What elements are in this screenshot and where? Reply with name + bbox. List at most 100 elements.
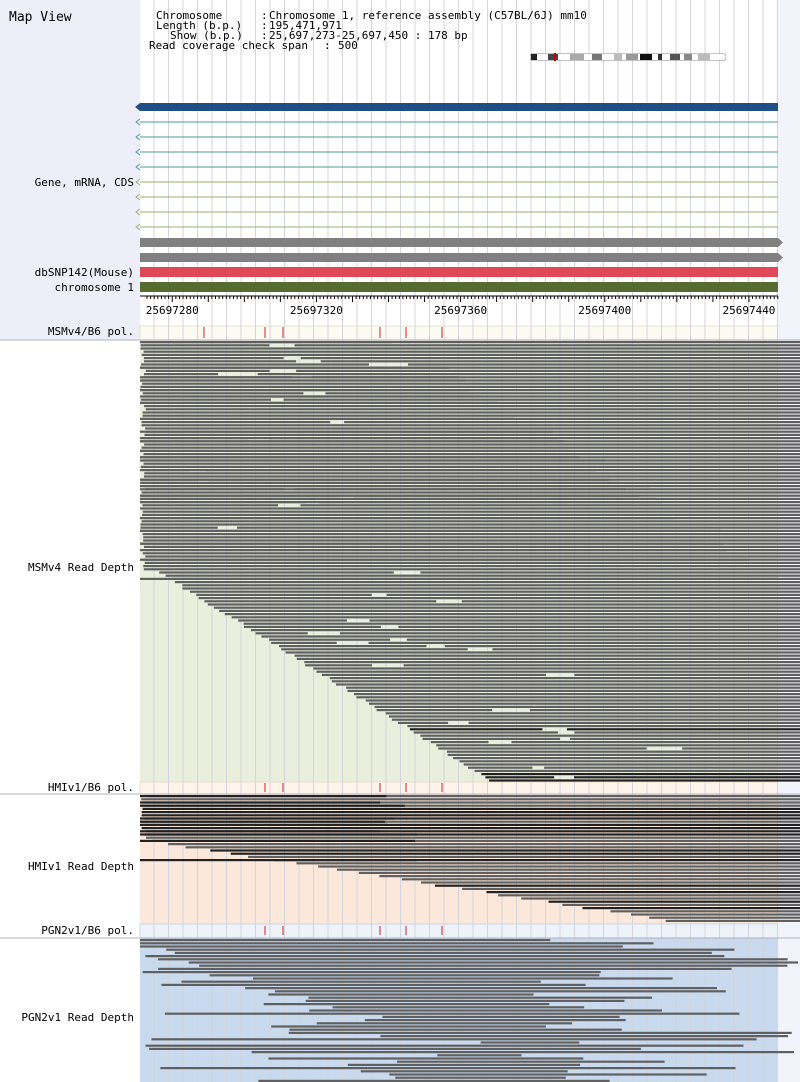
read-alignment [364,1019,626,1022]
read-alignment [141,820,800,823]
read-alignment [268,993,534,996]
read-alignment [142,392,304,395]
read-alignment [140,795,387,798]
read-alignment [344,421,800,424]
read-alignment [300,357,800,360]
read-alignment [474,769,800,772]
read-alignment [213,606,800,609]
length-value: 195,471,971 [269,19,342,32]
read-alignment [141,811,800,814]
read-alignment [329,677,800,680]
read-alignment [294,344,800,347]
read-alignment [281,648,468,651]
read-alignment [336,868,800,871]
read-alignment [231,616,800,619]
mrna-arrow-icon [135,118,141,126]
track-label-pgn-depth: PGN2v1 Read Depth [21,1011,134,1024]
read-alignment [274,990,726,993]
read-alignment [168,843,800,846]
read-alignment [140,945,623,948]
read-alignment [141,823,800,826]
read-alignment [140,395,481,398]
read-alignment [204,600,437,603]
read-alignment [142,341,800,344]
read-alignment [140,942,654,945]
read-alignment [140,344,270,347]
read-alignment [321,673,546,676]
read-alignment [141,363,369,366]
read-alignment [245,987,717,990]
read-alignment [243,625,381,628]
read-alignment [140,507,800,510]
read-alignment [360,1070,568,1073]
read-alignment [332,1006,585,1009]
read-alignment [261,635,800,638]
axis-tick-label: 25697280 [146,304,199,317]
read-alignment [140,449,569,452]
read-alignment [574,673,800,676]
show-label: Show (b.p.) [170,29,243,42]
read-alignment [353,693,800,696]
read-alignment [347,689,800,692]
read-alignment [144,405,800,408]
sidebar-top-panel [0,0,140,340]
read-alignment [143,565,800,568]
read-alignment [166,948,735,951]
read-alignment [143,475,800,478]
read-alignment [145,1044,744,1047]
read-alignment [374,705,800,708]
read-alignment [548,900,800,903]
read-alignment [140,366,800,369]
read-alignment [380,1035,789,1038]
read-alignment [141,424,800,427]
read-alignment [486,891,800,894]
read-alignment [143,545,800,548]
read-alignment [140,437,558,440]
read-alignment [250,629,800,632]
read-alignment [141,421,331,424]
chromosome-ideogram[interactable] [530,53,726,61]
read-alignment [161,983,586,986]
read-alignment [182,584,800,587]
read-alignment [151,839,800,842]
read-alignment [142,807,800,810]
read-alignment [268,1057,584,1060]
track-label-pgn-pol: PGN2v1/B6 pol. [41,924,134,937]
page-title: Map View [9,10,72,25]
read-alignment [181,980,541,983]
read-alignment [174,581,800,584]
read-alignment [406,638,800,641]
read-alignment [145,369,270,372]
read-alignment [140,501,662,504]
read-alignment [311,376,800,379]
read-alignment [391,718,800,721]
read-alignment [143,350,800,353]
read-alignment [140,376,460,379]
read-alignment [407,725,800,728]
read-alignment [308,996,653,999]
dbsnp-bar [140,267,778,277]
read-alignment [140,465,800,468]
read-alignment [446,750,800,753]
read-alignment [160,1067,736,1070]
read-alignment [141,827,800,830]
sidebar-msm-panel [0,340,140,794]
read-alignment [452,757,800,760]
read-alignment [140,523,800,526]
read-alignment [511,741,800,744]
read-alignment [140,488,627,491]
read-alignment [485,776,555,779]
read-alignment [339,632,800,635]
read-alignment [395,1076,566,1079]
read-alignment [294,654,800,657]
read-alignment [420,734,800,737]
read-alignment [649,916,800,919]
read-alignment [356,696,800,699]
read-alignment [331,680,800,683]
read-alignment [141,389,800,392]
read-alignment [140,939,551,942]
read-alignment [385,712,800,715]
read-alignment [182,587,800,590]
cds-arrow-icon [135,223,141,231]
